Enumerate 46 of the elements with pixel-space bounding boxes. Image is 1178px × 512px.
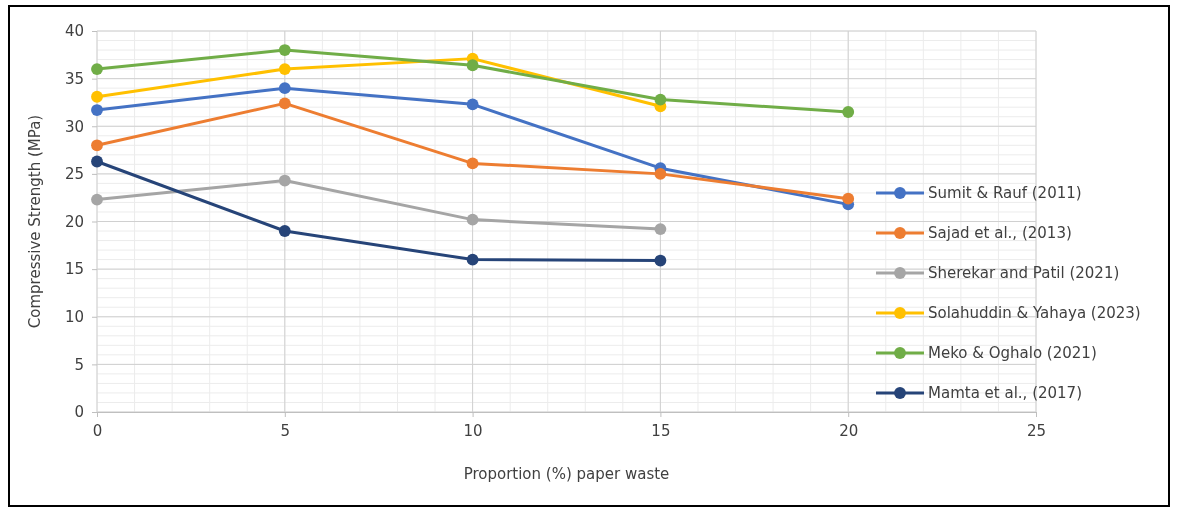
y-tick-label: 10 [64,308,84,327]
point [654,223,667,236]
point [466,59,479,72]
y-tick-label: 5 [74,355,84,374]
point [278,225,291,237]
point [654,93,667,106]
point [466,98,479,111]
y-tick-label: 30 [64,117,84,136]
point [278,97,291,110]
legend-label: Solahuddin & Yahaya (2023) [928,304,1141,322]
point [466,253,479,266]
x-tick-label: 0 [92,421,103,440]
point [91,90,103,103]
legend-label: Mamta et al., (2017) [928,384,1083,402]
x-axis-title: Proportion (%) paper waste [463,465,670,483]
point [91,63,103,76]
point [842,192,855,205]
point [842,106,855,118]
x-tick-label: 5 [280,421,291,440]
y-tick-label: 40 [64,22,84,41]
point [654,254,667,267]
legend-label: Sajad et al., (2013) [928,224,1072,242]
legend-label: Sumit & Rauf (2011) [928,184,1082,202]
y-tick-label: 15 [64,260,84,279]
y-axis-title: Compressive Strength (MPa) [26,114,44,329]
y-tick-label: 20 [64,212,84,231]
x-tick-label: 15 [651,421,671,440]
point [91,139,103,152]
point [91,155,103,168]
point [278,82,291,95]
x-tick-label: 20 [839,421,859,440]
point [278,44,291,56]
point [91,193,103,206]
point [466,213,479,226]
point [466,157,479,170]
y-tick-label: 35 [64,69,84,88]
x-tick-label: 10 [463,421,483,440]
y-tick-label: 25 [64,165,84,184]
y-tick-label: 0 [74,403,84,422]
legend-label: Sherekar and Patil (2021) [928,264,1120,282]
point [278,63,291,76]
x-tick-label: 25 [1026,421,1047,440]
point [654,167,667,180]
legend-label: Meko & Oghalo (2021) [928,344,1097,362]
point [91,104,103,116]
point [278,174,291,187]
